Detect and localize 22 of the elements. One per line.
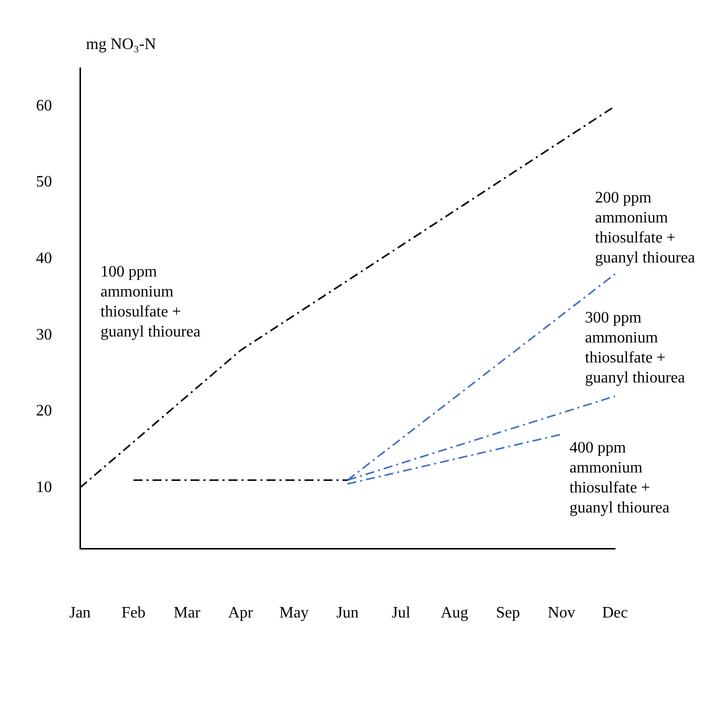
x-tick-label: Jun (336, 604, 359, 622)
y-tick-label: 50 (36, 174, 52, 191)
x-tick-label: Jul (392, 604, 411, 622)
x-tick-label: Mar (174, 604, 201, 622)
text: 100 ppm ammonium thiosulfate + guanyl thiourea (100, 264, 200, 341)
y-axis-title: mg NO₃-N (86, 36, 156, 54)
y-tick-label: 40 (36, 250, 52, 267)
x-tick-label: Jan (69, 604, 91, 622)
x-tick-label: Dec (602, 604, 628, 622)
y-tick-label: 20 (36, 402, 52, 420)
series-label: 400 ppm ammonium thiosulfate + guanyl thiourea (570, 440, 670, 517)
y-tick-label: 10 (36, 478, 52, 496)
x-tick-label: Apr (228, 604, 254, 622)
x-tick-label: Sep (496, 604, 520, 622)
x-tick-label: Feb (122, 604, 146, 622)
series-label: 200 ppm ammonium thiosulfate + guanyl thiourea (595, 189, 695, 266)
series-label: 300 ppm ammonium thiosulfate + guanyl thiourea (585, 309, 685, 386)
y-tick-label: 30 (36, 326, 52, 344)
x-tick-label: May (279, 604, 309, 622)
x-tick-label: Aug (440, 604, 468, 622)
x-tick-label: Nov (548, 604, 576, 622)
y-tick-label: 60 (36, 97, 52, 114)
